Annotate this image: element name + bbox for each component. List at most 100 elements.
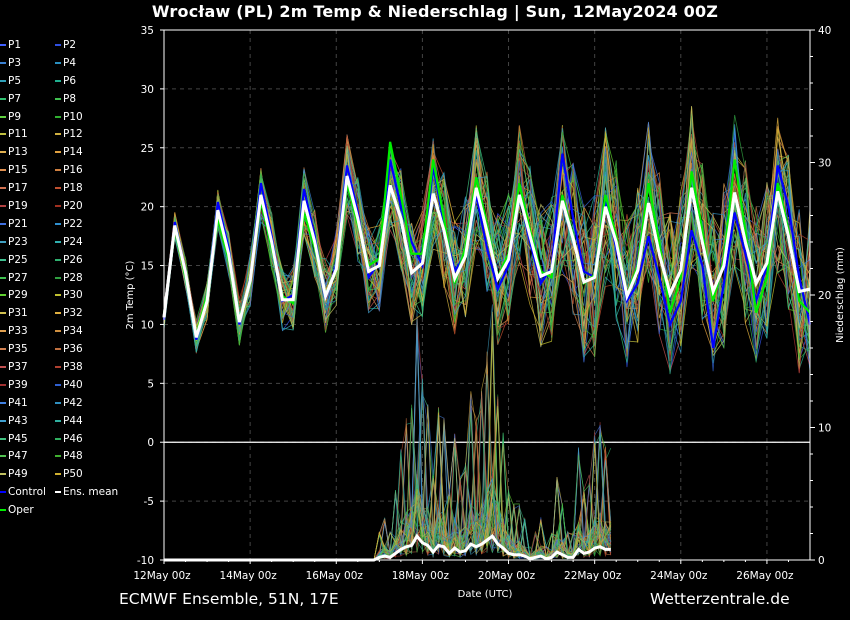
- y-tick-label: 30: [141, 84, 154, 96]
- legend-item: P31: [0, 304, 55, 322]
- legend-item: P4: [55, 54, 135, 72]
- legend-swatch: [55, 151, 61, 154]
- temp-line-ens-mean-top: [162, 175, 811, 338]
- legend-swatch: [55, 473, 61, 476]
- x-axis-label: Date (UTC): [458, 589, 513, 600]
- y-tick-label: -5: [144, 496, 154, 508]
- legend-swatch: [0, 151, 6, 154]
- legend-item: Oper: [0, 501, 55, 519]
- chart-title: Wrocław (PL) 2m Temp & Niederschlag | Su…: [151, 2, 719, 21]
- legend-label: P38: [63, 360, 83, 373]
- legend-label: P45: [8, 432, 28, 445]
- legend-item: Ens. mean: [55, 483, 135, 501]
- legend-swatch: [0, 419, 6, 422]
- member-line: [163, 113, 811, 375]
- legend-swatch: [0, 97, 6, 100]
- legend-swatch: [55, 187, 61, 190]
- legend-item: Control: [0, 483, 55, 501]
- legend-swatch: [55, 437, 61, 440]
- legend-swatch: [0, 473, 6, 476]
- legend-item: P38: [55, 358, 135, 376]
- x-tick-label: 18May 00z: [392, 570, 450, 582]
- legend-item: P45: [0, 430, 55, 448]
- y-tick-label: 0: [147, 437, 154, 449]
- legend-item: P15: [0, 161, 55, 179]
- legend-swatch: [0, 276, 6, 279]
- legend-item: P1: [0, 36, 55, 54]
- legend-label: P3: [8, 56, 22, 69]
- legend-swatch: [55, 222, 61, 225]
- legend-item: P50: [55, 465, 135, 483]
- legend-label: P7: [8, 92, 22, 105]
- legend-label: P21: [8, 217, 28, 230]
- legend-item: P47: [0, 447, 55, 465]
- legend-swatch: [55, 204, 61, 207]
- legend-swatch: [0, 240, 6, 243]
- legend-item: P16: [55, 161, 135, 179]
- legend-item: P43: [0, 412, 55, 430]
- legend-swatch: [0, 61, 6, 64]
- legend-item: P6: [55, 72, 135, 90]
- legend-item: P21: [0, 215, 55, 233]
- legend-swatch: [0, 401, 6, 404]
- legend-label: P32: [63, 307, 83, 320]
- plot-area: [164, 30, 810, 560]
- legend-label: P11: [8, 128, 28, 141]
- legend-swatch: [55, 97, 61, 100]
- legend-item: P20: [55, 197, 135, 215]
- legend-label: P28: [63, 271, 83, 284]
- model-label: ECMWF Ensemble, 51N, 17E: [119, 590, 339, 608]
- legend-item: P3: [0, 54, 55, 72]
- legend-swatch: [55, 133, 61, 136]
- legend: P1 P2 P3 P4 P5 P6 P7 P8 P9 P10 P11 P12 P13 P14 P15 P16 P…: [0, 36, 135, 519]
- y-tick-label: -10: [137, 555, 154, 567]
- legend-item: P9: [0, 108, 55, 126]
- member-line: [163, 158, 811, 358]
- legend-label: P10: [63, 110, 83, 123]
- x-tick-label: 22May 00z: [564, 570, 622, 582]
- legend-swatch: [55, 79, 61, 82]
- legend-label: P47: [8, 450, 28, 463]
- legend-swatch: [55, 258, 61, 261]
- legend-item: P39: [0, 376, 55, 394]
- legend-item: P42: [55, 394, 135, 412]
- legend-label: P44: [63, 414, 83, 427]
- legend-item: P26: [55, 251, 135, 269]
- legend-label: P24: [63, 235, 83, 248]
- legend-item: P44: [55, 412, 135, 430]
- legend-swatch: [55, 169, 61, 172]
- legend-swatch: [0, 509, 6, 512]
- legend-label: P8: [63, 92, 77, 105]
- legend-swatch: [0, 312, 6, 315]
- legend-swatch: [0, 455, 6, 458]
- legend-swatch: [55, 43, 61, 46]
- legend-swatch: [0, 43, 6, 46]
- legend-item: P36: [55, 340, 135, 358]
- legend-item: P8: [55, 90, 135, 108]
- legend-swatch: [55, 294, 61, 297]
- y2-axis-label: Niederschlag (mm): [835, 247, 846, 343]
- legend-item: P49: [0, 465, 55, 483]
- legend-item: P17: [0, 179, 55, 197]
- member-line: [163, 143, 811, 354]
- legend-label: P31: [8, 307, 28, 320]
- legend-item: P14: [55, 143, 135, 161]
- legend-swatch: [0, 383, 6, 386]
- x-tick-label: 20May 00z: [478, 570, 536, 582]
- legend-label: P36: [63, 343, 83, 356]
- y-tick-label: 25: [141, 143, 154, 155]
- legend-item: P7: [0, 90, 55, 108]
- legend-item: P41: [0, 394, 55, 412]
- legend-swatch: [0, 348, 6, 351]
- legend-label: P19: [8, 199, 28, 212]
- legend-swatch: [0, 437, 6, 440]
- legend-label: P27: [8, 271, 28, 284]
- legend-item: P30: [55, 286, 135, 304]
- legend-label: P49: [8, 468, 28, 481]
- legend-swatch: [55, 276, 61, 279]
- legend-swatch: [0, 79, 6, 82]
- legend-item: P37: [0, 358, 55, 376]
- legend-swatch: [0, 258, 6, 261]
- legend-swatch: [0, 187, 6, 190]
